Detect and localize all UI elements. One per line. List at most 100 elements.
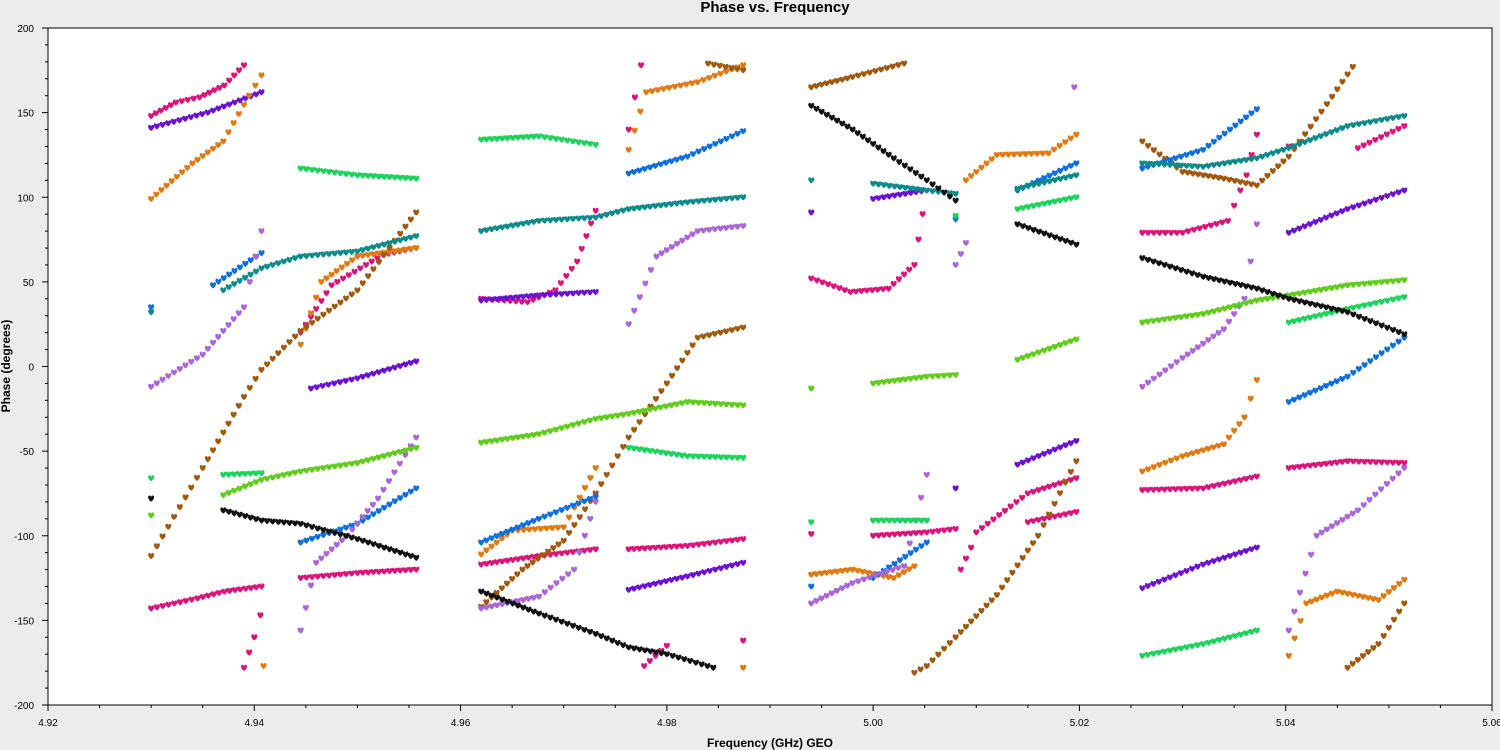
data-point: [875, 144, 882, 151]
data-point: [690, 571, 697, 579]
data-point: [158, 107, 165, 114]
data-point: [875, 181, 882, 188]
data-point: [711, 330, 718, 338]
data-point: [190, 95, 197, 102]
data-point: [1046, 199, 1053, 206]
data-point: [734, 402, 741, 409]
data-point: [375, 369, 382, 376]
data-point: [891, 183, 898, 190]
data-point: [808, 519, 815, 526]
data-point: [712, 566, 719, 573]
data-point: [918, 173, 925, 180]
data-point: [636, 204, 643, 212]
data-point: [1264, 151, 1271, 159]
data-point: [1155, 260, 1162, 267]
data-point: [226, 271, 233, 278]
data-point: [258, 517, 265, 524]
data-point: [210, 107, 217, 114]
data-point: [413, 209, 420, 216]
data-point: [569, 138, 577, 145]
data-point: [331, 250, 338, 257]
data-point: [402, 451, 409, 459]
data-point: [1161, 316, 1168, 323]
data-point: [1227, 479, 1234, 486]
data-point: [587, 289, 594, 296]
data-point: [1035, 516, 1042, 524]
data-point: [153, 380, 160, 387]
data-point: [870, 380, 877, 387]
data-point: [558, 425, 565, 432]
data-point: [673, 156, 680, 163]
data-point: [1285, 295, 1292, 302]
data-point: [647, 648, 654, 655]
data-point: [1370, 644, 1377, 652]
data-point: [1395, 114, 1402, 121]
data-point: [660, 85, 667, 93]
data-point: [242, 274, 249, 281]
data-point: [1216, 636, 1223, 644]
data-point: [1216, 306, 1223, 314]
data-point: [231, 510, 238, 517]
data-point: [1150, 258, 1157, 265]
data-point: [1067, 468, 1074, 476]
data-point: [1200, 172, 1207, 179]
data-point: [895, 62, 902, 69]
data-point: [348, 534, 355, 541]
data-point: [253, 268, 260, 275]
data-point: [504, 557, 511, 564]
data-point: [176, 365, 183, 373]
data-point: [918, 517, 925, 524]
data-point: [1253, 131, 1260, 138]
data-point: [552, 135, 559, 143]
data-point: [206, 89, 213, 96]
data-point: [1237, 157, 1244, 165]
data-point: [1269, 294, 1276, 302]
data-point: [1215, 442, 1222, 450]
data-point: [1073, 509, 1080, 516]
data-point: [648, 88, 655, 95]
data-point: [631, 445, 638, 452]
data-point: [929, 373, 936, 380]
data-point: [1025, 457, 1032, 464]
data-point: [1396, 608, 1403, 615]
data-point: [354, 520, 361, 527]
data-point: [386, 174, 393, 181]
data-point: [592, 546, 599, 553]
data-point: [1162, 229, 1169, 236]
data-point: [1041, 347, 1048, 354]
data-point: [286, 339, 293, 346]
data-point: [313, 384, 320, 391]
data-point: [1210, 444, 1217, 451]
data-point: [1067, 162, 1075, 170]
data-point: [520, 555, 527, 562]
data-point: [808, 209, 815, 216]
data-point: [215, 142, 222, 149]
data-point: [723, 135, 730, 143]
data-point: [1232, 632, 1239, 640]
data-point: [657, 404, 664, 411]
data-point: [247, 257, 254, 264]
data-point: [935, 372, 942, 380]
data-point: [598, 481, 605, 488]
data-point: [705, 60, 712, 67]
data-point: [552, 426, 559, 433]
data-point: [1039, 150, 1046, 157]
data-point: [1354, 507, 1361, 514]
data-point: [220, 429, 227, 436]
data-point: [303, 323, 310, 331]
data-point: [1216, 277, 1223, 284]
data-point: [354, 172, 361, 179]
data-point: [1221, 635, 1228, 642]
data-point: [946, 526, 953, 533]
data-point: [1035, 349, 1042, 356]
data-point: [1150, 229, 1157, 236]
data-point: [692, 659, 699, 666]
data-point: [1329, 590, 1336, 597]
data-point: [1195, 344, 1202, 351]
data-point: [968, 544, 975, 551]
data-point: [1067, 440, 1075, 447]
data-point: [896, 184, 903, 191]
data-point: [1178, 570, 1185, 577]
data-point: [1378, 279, 1385, 286]
data-point: [286, 256, 293, 264]
